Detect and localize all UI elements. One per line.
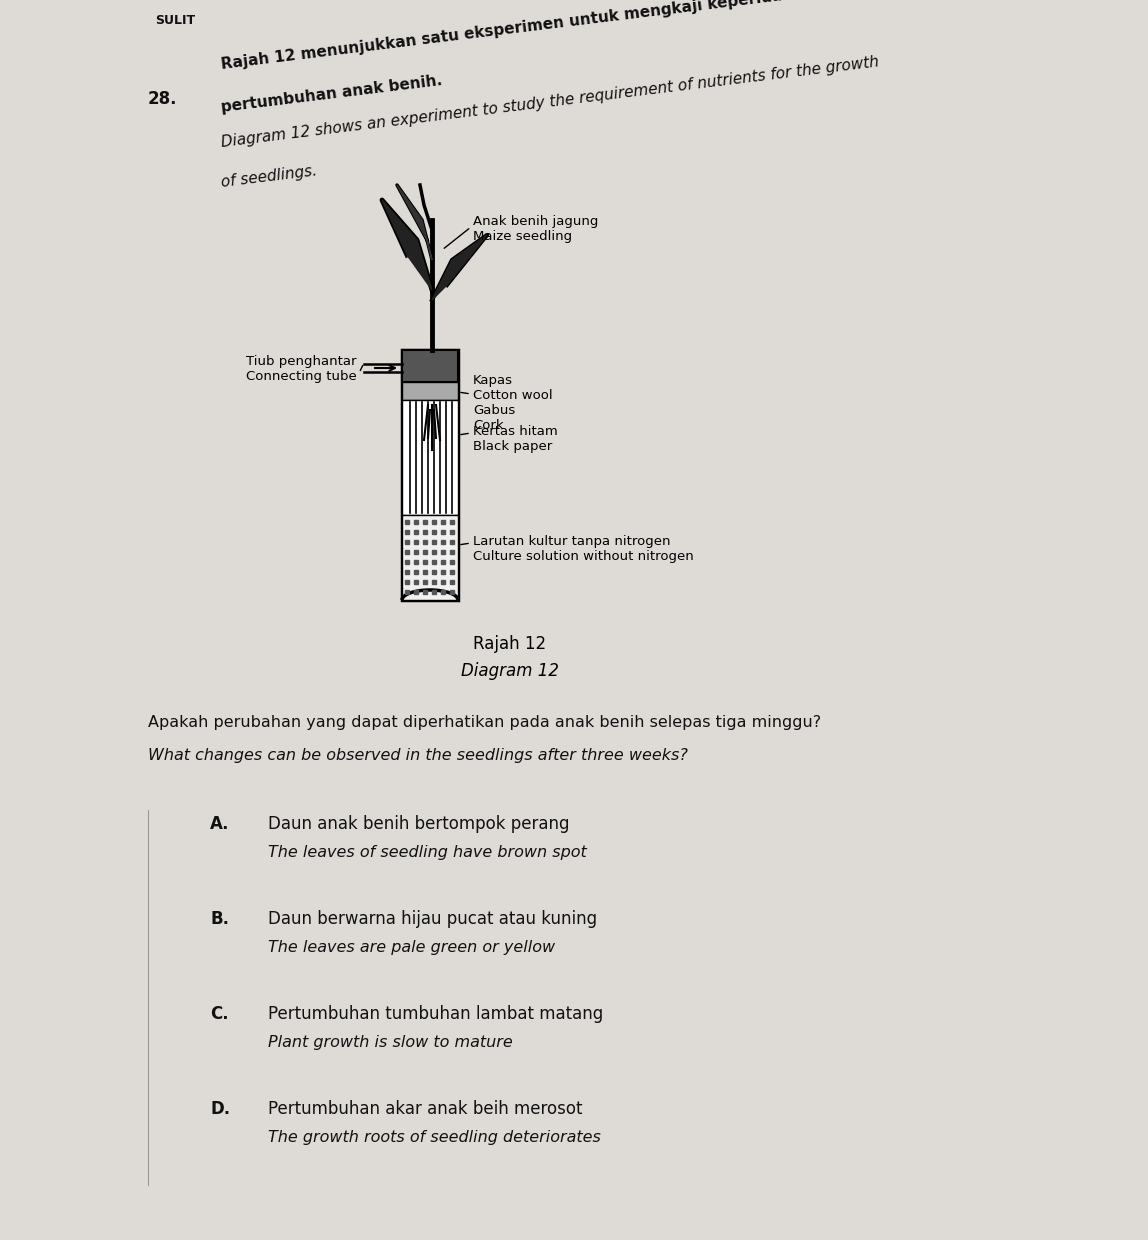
Polygon shape (382, 200, 432, 290)
Text: Pertumbuhan tumbuhan lambat matang: Pertumbuhan tumbuhan lambat matang (267, 1004, 603, 1023)
Bar (402, 401, 458, 515)
Bar (402, 382, 458, 401)
Text: A.: A. (210, 815, 230, 833)
Text: Tiub penghantar
Connecting tube: Tiub penghantar Connecting tube (247, 355, 357, 383)
Text: The leaves are pale green or yellow: The leaves are pale green or yellow (267, 940, 556, 955)
Bar (402, 515, 458, 600)
Text: Rajah 12: Rajah 12 (473, 635, 546, 653)
Bar (402, 350, 458, 600)
Text: Diagram 12 shows an experiment to study the requirement of nutrients for the gro: Diagram 12 shows an experiment to study … (220, 55, 879, 150)
Text: Pertumbuhan akar anak beih merosot: Pertumbuhan akar anak beih merosot (267, 1100, 582, 1118)
Text: Plant growth is slow to mature: Plant growth is slow to mature (267, 1035, 513, 1050)
Text: Daun anak benih bertompok perang: Daun anak benih bertompok perang (267, 815, 569, 833)
Text: SULIT: SULIT (155, 14, 195, 27)
Text: 28.: 28. (148, 91, 178, 108)
Text: Rajah 12 menunjukkan satu eksperimen untuk mengkaji keperluan nutrien bagi: Rajah 12 menunjukkan satu eksperimen unt… (220, 0, 903, 72)
Polygon shape (397, 185, 432, 260)
Text: D.: D. (210, 1100, 230, 1118)
Text: Kapas
Cotton wool
Gabus
Cork: Kapas Cotton wool Gabus Cork (473, 374, 552, 432)
Text: What changes can be observed in the seedlings after three weeks?: What changes can be observed in the seed… (148, 748, 688, 763)
Text: pertumbuhan anak benih.: pertumbuhan anak benih. (220, 73, 443, 115)
Text: of seedlings.: of seedlings. (220, 164, 318, 190)
Text: The growth roots of seedling deteriorates: The growth roots of seedling deteriorate… (267, 1130, 600, 1145)
Text: Anak benih jagung
Maize seedling: Anak benih jagung Maize seedling (473, 215, 598, 243)
Bar (402, 350, 458, 382)
Text: Daun berwarna hijau pucat atau kuning: Daun berwarna hijau pucat atau kuning (267, 910, 597, 928)
Text: Larutan kultur tanpa nitrogen
Culture solution without nitrogen: Larutan kultur tanpa nitrogen Culture so… (473, 534, 693, 563)
Text: Kertas hitam
Black paper: Kertas hitam Black paper (473, 425, 558, 453)
Text: B.: B. (210, 910, 228, 928)
Text: The leaves of seedling have brown spot: The leaves of seedling have brown spot (267, 844, 587, 861)
Text: C.: C. (210, 1004, 228, 1023)
Polygon shape (432, 236, 487, 300)
Text: Apakah perubahan yang dapat diperhatikan pada anak benih selepas tiga minggu?: Apakah perubahan yang dapat diperhatikan… (148, 715, 821, 730)
Text: Diagram 12: Diagram 12 (461, 662, 559, 680)
